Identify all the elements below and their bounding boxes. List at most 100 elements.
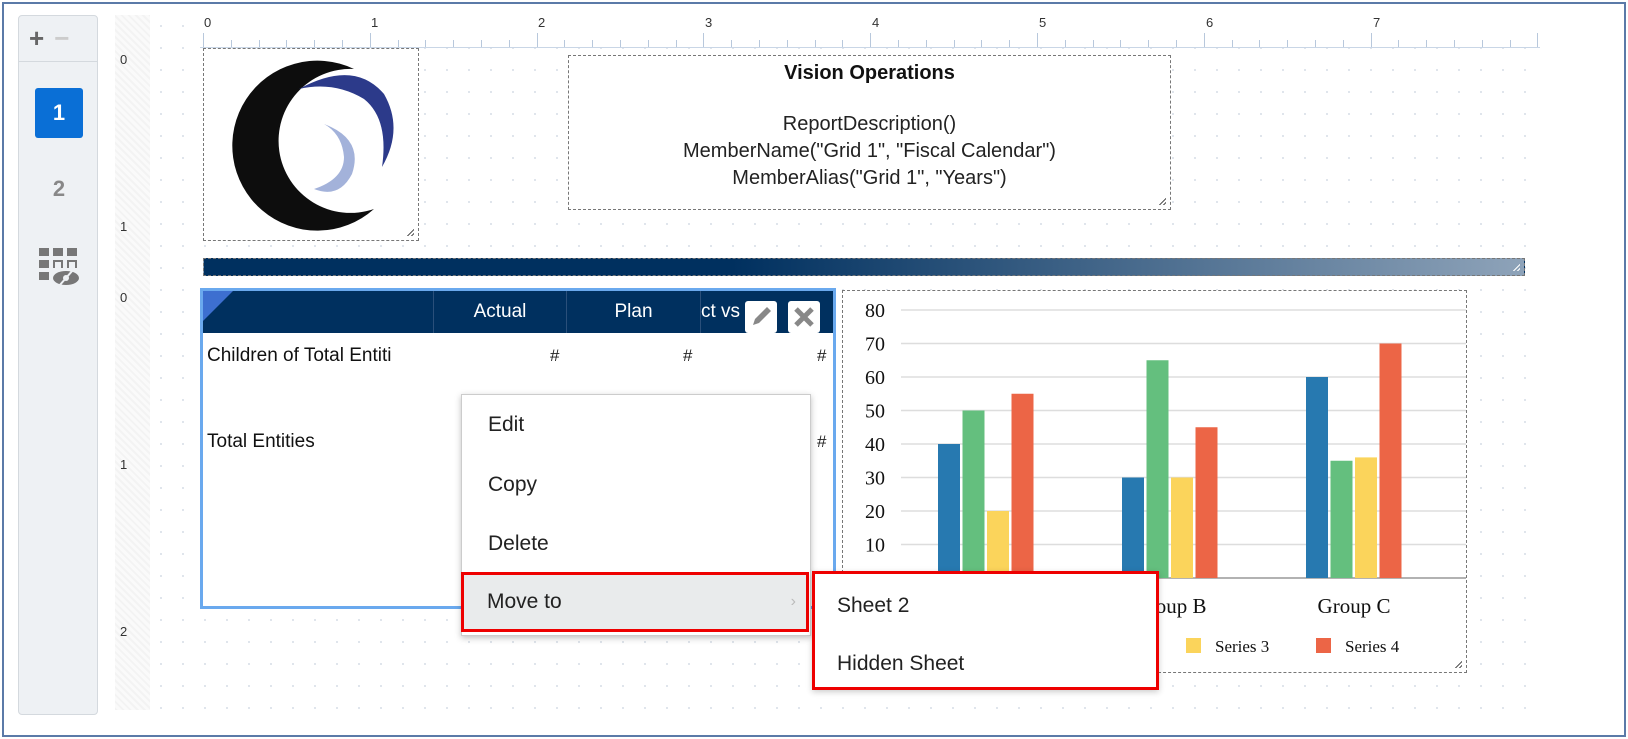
legend-label: Series 3: [1215, 637, 1269, 656]
ruler-tick: [870, 33, 872, 47]
ruler-tick: [1009, 40, 1011, 47]
ruler-tick: [925, 40, 927, 47]
text-line: MemberAlias("Grid 1", "Years"): [732, 167, 1007, 189]
ruler-tick: [342, 40, 343, 47]
ruler-tick: [1454, 40, 1455, 47]
ruler-label: 1: [120, 457, 128, 472]
remove-sheet-button[interactable]: −: [54, 23, 70, 53]
ruler-label: 0: [204, 15, 212, 30]
menu-item-delete[interactable]: Delete: [488, 532, 549, 555]
text-line: MemberName("Grid 1", "Fiscal Calendar"): [683, 140, 1056, 162]
separator-bar[interactable]: [203, 258, 1525, 276]
ruler-tick: [564, 40, 566, 47]
ruler-tick: [1509, 40, 1511, 47]
ruler-tick: [1315, 40, 1316, 47]
ruler-label: 0: [120, 290, 128, 305]
header-spacer: [203, 291, 433, 333]
ruler-label: 1: [371, 15, 379, 30]
ruler-tick: [731, 40, 733, 47]
y-tick-label: 10: [865, 535, 885, 557]
company-logo: [232, 60, 394, 231]
ruler-tick: [647, 40, 649, 47]
ruler-label: 1: [120, 219, 128, 234]
bar-series-2: [962, 410, 985, 578]
ruler-tick: [1176, 40, 1177, 47]
column-header[interactable]: Actual: [433, 291, 566, 333]
add-sheet-button[interactable]: +: [29, 23, 45, 53]
y-tick-label: 50: [865, 401, 885, 423]
edit-pencil-icon[interactable]: [745, 301, 777, 333]
ruler-tick: [453, 40, 455, 47]
y-tick-label: 80: [865, 300, 885, 322]
sheet-2-button[interactable]: 2: [52, 176, 66, 201]
ruler-tick: [397, 40, 399, 47]
sheet-tools: + −: [19, 16, 97, 62]
resize-handle[interactable]: [404, 226, 414, 236]
ruler-label: 5: [1039, 15, 1047, 30]
ruler-tick: [1037, 33, 1038, 47]
submenu-item-sheet-2[interactable]: Sheet 2: [837, 594, 910, 617]
ruler-tick: [286, 40, 288, 47]
menu-item-move-to[interactable]: Move to ›: [461, 572, 809, 632]
ruler-label: 2: [120, 624, 128, 639]
bar-series-4: [1195, 427, 1218, 578]
ruler-tick: [425, 40, 427, 47]
submenu-item-hidden-sheet[interactable]: Hidden Sheet: [837, 652, 965, 675]
ruler-label: 6: [1206, 15, 1214, 30]
cell-value: #: [817, 432, 827, 451]
sheet-1-button[interactable]: 1: [35, 88, 83, 138]
sheet-sidebar: + − 1 2: [18, 15, 98, 715]
x-category-label: Group C: [1318, 594, 1391, 618]
row-header: Children of Total Entiti: [207, 345, 392, 366]
ruler-tick: [1537, 33, 1539, 47]
ruler-label: 2: [538, 15, 546, 30]
ruler-tick: [814, 40, 816, 47]
hidden-sheets-icon[interactable]: [39, 248, 81, 290]
resize-handle[interactable]: [1510, 261, 1520, 271]
canvas-margin: [115, 15, 150, 710]
ruler-tick: [1370, 33, 1372, 47]
ruler-tick: [1287, 40, 1289, 47]
ruler-tick: [898, 40, 899, 47]
cell-value: #: [550, 346, 560, 365]
ruler-tick: [1426, 40, 1428, 47]
top-ruler: 0 1 2 3 4 5 6 7: [200, 15, 1540, 48]
row-header: Total Entities: [207, 431, 315, 452]
ruler-tick: [481, 40, 482, 47]
y-tick-label: 40: [865, 434, 885, 456]
ruler-label: 3: [705, 15, 713, 30]
menu-item-edit[interactable]: Edit: [488, 413, 525, 436]
ruler-tick: [592, 40, 594, 47]
ruler-tick: [536, 33, 538, 47]
y-tick-label: 30: [865, 468, 885, 490]
legend-swatch: [1316, 638, 1331, 653]
resize-handle[interactable]: [1452, 658, 1462, 668]
ruler-tick: [314, 40, 316, 47]
bar-series-3: [987, 511, 1009, 578]
context-menu: Edit Copy Delete Move to ›: [461, 394, 811, 636]
ruler-tick: [1481, 40, 1483, 47]
bar-series-2: [1330, 460, 1353, 578]
ruler-tick: [759, 40, 760, 47]
ruler-tick: [1342, 40, 1344, 47]
bar-series-4: [1379, 343, 1402, 578]
close-icon[interactable]: [788, 301, 820, 333]
ruler-tick: [1120, 40, 1122, 47]
menu-item-copy[interactable]: Copy: [488, 473, 538, 496]
menu-item-label: Move to: [487, 590, 562, 613]
ruler-tick: [1398, 40, 1400, 47]
move-to-submenu: Sheet 2 Hidden Sheet: [812, 571, 1159, 690]
y-tick-label: 70: [865, 334, 885, 356]
logo-box[interactable]: [203, 48, 419, 241]
ruler-tick: [1203, 33, 1205, 47]
text-line: ReportDescription(): [782, 113, 957, 135]
cell-value: #: [817, 346, 827, 365]
column-header[interactable]: Plan: [566, 291, 700, 333]
resize-handle[interactable]: [1156, 195, 1166, 205]
y-tick-label: 60: [865, 367, 885, 389]
header-text-box[interactable]: Vision Operations ReportDescription() Me…: [568, 55, 1171, 210]
legend-label: Series 4: [1345, 637, 1400, 656]
ruler-tick: [1259, 40, 1261, 47]
grid-header: Actual Plan ct vs Pla: [203, 291, 833, 333]
ruler-tick: [675, 40, 677, 47]
